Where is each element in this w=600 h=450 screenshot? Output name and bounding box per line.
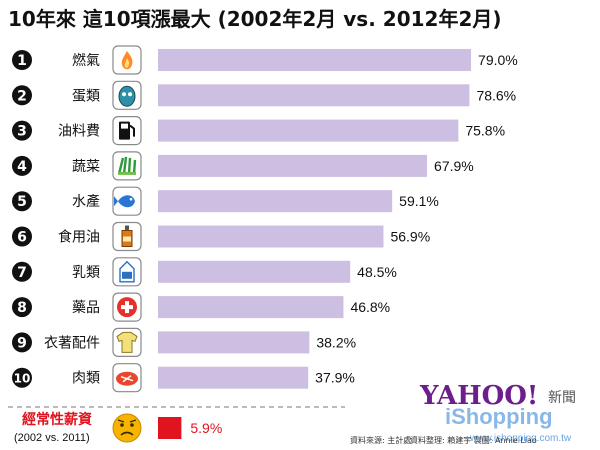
brand-logo: YAHOO! 新聞 iShopping www.ishopping.com.tw xyxy=(419,381,576,444)
source-note: 資料來源: 主計處 xyxy=(350,435,411,445)
wage-label: 經常性薪資 xyxy=(22,411,92,428)
bar xyxy=(158,154,428,177)
bar xyxy=(158,225,384,248)
value-label: 48.5% xyxy=(357,264,397,280)
rank-badge: 7 xyxy=(12,261,32,282)
value-label: 67.9% xyxy=(434,158,474,174)
rank-badge: 1 xyxy=(12,50,32,70)
brand-url: www.ishopping.com.tw xyxy=(469,433,572,444)
category-label: 蛋類 xyxy=(72,88,100,104)
value-label: 78.6% xyxy=(476,87,516,103)
value-label: 46.8% xyxy=(350,299,390,315)
vegetable-icon xyxy=(112,151,142,181)
category-label: 乳類 xyxy=(72,265,100,281)
milk-carton-icon xyxy=(112,257,142,287)
category-label: 燃氣 xyxy=(72,52,100,69)
bar-row: 9 衣著配件 38.2% xyxy=(12,327,356,357)
medicine-icon xyxy=(112,292,142,322)
bar xyxy=(158,260,351,283)
rank-number: 7 xyxy=(17,265,27,281)
rank-badge: 9 xyxy=(12,332,32,353)
bar-row: 10 肉類 37.9% xyxy=(12,363,355,393)
chart-title: 10年來 這10項漲最大 (2002年2月 vs. 2012年2月) xyxy=(8,7,502,31)
wage-value-label: 5.9% xyxy=(190,420,222,436)
bar-row: 2 蛋類 78.6% xyxy=(12,80,516,110)
rank-number: 1 xyxy=(17,53,27,69)
category-label: 油料費 xyxy=(58,124,100,140)
yahoo-logo: YAHOO! xyxy=(419,381,538,411)
rank-badge: 8 xyxy=(12,297,32,318)
rank-number: 5 xyxy=(17,194,27,210)
value-label: 56.9% xyxy=(390,229,430,245)
category-label: 藥品 xyxy=(72,300,100,316)
rank-badge: 10 xyxy=(12,367,32,388)
value-label: 37.9% xyxy=(315,370,355,386)
bar xyxy=(158,331,310,354)
rank-badge: 5 xyxy=(12,191,32,212)
wage-row: 經常性薪資 (2002 vs. 2011) 5.9% xyxy=(14,411,222,444)
rank-badge: 4 xyxy=(12,155,32,176)
credits-note: 資料整理: 賴建宇 製圖: Annie Liao xyxy=(410,435,537,445)
bar xyxy=(158,49,472,71)
category-label: 水產 xyxy=(72,193,100,210)
rank-badge: 6 xyxy=(12,226,32,247)
category-label: 蔬菜 xyxy=(72,159,100,175)
value-label: 38.2% xyxy=(316,334,356,350)
bar-row: 7 乳類 48.5% xyxy=(12,257,397,287)
fuel-pump-icon xyxy=(112,116,142,146)
bar-row: 8 藥品 46.8% xyxy=(12,292,390,322)
bar-row: 5 水產 59.1% xyxy=(12,186,439,216)
bar-row: 4 蔬菜 67.9% xyxy=(12,151,474,181)
oil-bottle-icon xyxy=(112,221,142,252)
ishopping-logo: iShopping xyxy=(445,404,553,429)
rank-number: 3 xyxy=(17,124,27,140)
bar-row: 3 油料費 75.8% xyxy=(12,116,505,146)
category-label: 食用油 xyxy=(58,229,100,246)
bar-row: 1 燃氣 79.0% xyxy=(12,45,518,75)
value-label: 59.1% xyxy=(399,193,439,209)
bar xyxy=(158,190,393,213)
shirt-icon xyxy=(112,327,142,357)
rank-number: 6 xyxy=(17,230,27,246)
value-label: 79.0% xyxy=(478,52,518,68)
bar xyxy=(158,119,459,142)
icon-frame xyxy=(112,151,142,181)
rank-number: 9 xyxy=(17,335,27,351)
wage-bar xyxy=(158,417,182,439)
rank-number: 2 xyxy=(17,88,27,104)
flame-icon xyxy=(112,45,142,75)
wage-sublabel: (2002 vs. 2011) xyxy=(14,432,90,444)
bar-row: 6 食用油 56.9% xyxy=(12,221,430,252)
worried-face-icon xyxy=(112,413,142,443)
fish-icon xyxy=(112,186,142,216)
bar xyxy=(158,296,344,319)
brand-news-label: 新聞 xyxy=(548,390,576,406)
rank-badge: 3 xyxy=(12,120,32,141)
egg-icon xyxy=(112,80,142,110)
rank-number: 8 xyxy=(17,300,27,316)
rank-number: 10 xyxy=(14,372,31,386)
rank-badge: 2 xyxy=(12,85,32,106)
category-label: 肉類 xyxy=(72,371,100,387)
bar xyxy=(158,366,309,389)
meat-icon xyxy=(112,363,142,393)
bar xyxy=(158,84,470,107)
value-label: 75.8% xyxy=(465,123,505,139)
rank-number: 4 xyxy=(17,159,27,175)
chart-rows: 1 燃氣 79.0% 2 蛋類 78.6% 3 油料費 75.8% 4 蔬菜 67.9% 5 水產 59.1… xyxy=(12,45,518,393)
category-label: 衣著配件 xyxy=(44,335,100,351)
